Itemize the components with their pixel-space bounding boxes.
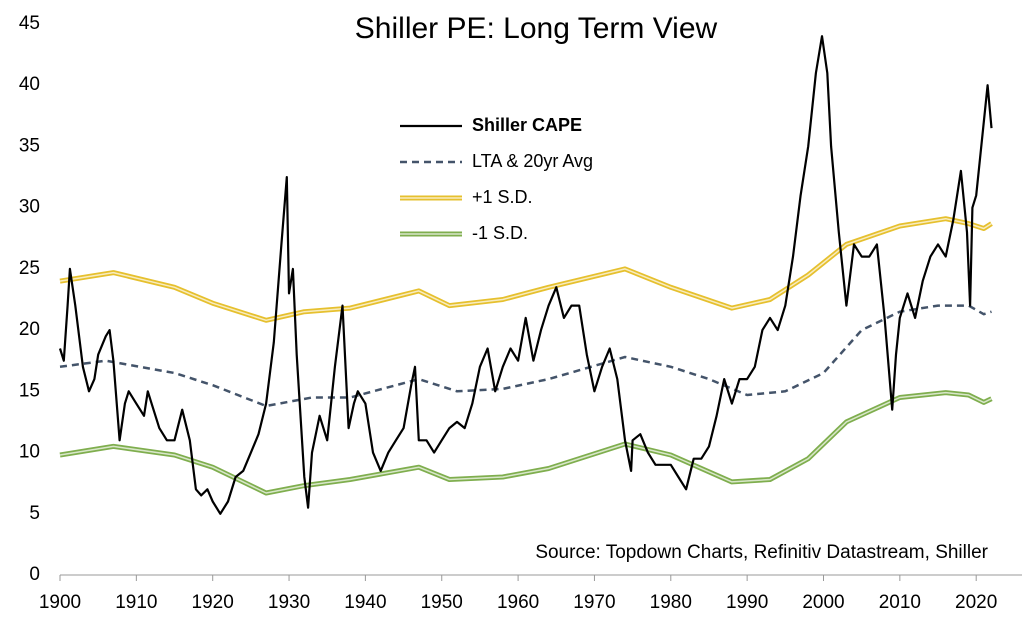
y-tick-label: 25 (19, 258, 40, 279)
y-tick-label: 35 (19, 135, 40, 156)
y-tick-label: 20 (19, 319, 40, 340)
x-tick-label: 2010 (879, 592, 921, 613)
x-tick-label: 1990 (726, 592, 768, 613)
y-tick-label: 40 (19, 74, 40, 95)
x-tick-label: 2020 (955, 592, 997, 613)
y-tick-label: 30 (19, 197, 40, 218)
legend: Shiller CAPE LTA & 20yr Avg +1 S.D. -1 S.D. (400, 115, 593, 243)
chart-title: Shiller PE: Long Term View (355, 12, 718, 45)
y-tick-label: 45 (19, 13, 40, 34)
series-line (59, 390, 993, 496)
x-tick-label: 1940 (344, 592, 386, 613)
x-tick-label: 1920 (192, 592, 234, 613)
legend-label: +1 S.D. (472, 187, 533, 207)
y-tick-label: 5 (29, 503, 40, 524)
x-tick-label: 1910 (115, 592, 157, 613)
x-tick-label: 1900 (39, 592, 81, 613)
x-tick-label: 2000 (802, 592, 844, 613)
y-tick-label: 10 (19, 442, 40, 463)
series-line-inner (59, 391, 992, 494)
x-tick-label: 1930 (268, 592, 310, 613)
source-note: Source: Topdown Charts, Refinitiv Datast… (535, 542, 988, 563)
x-tick-label: 1960 (497, 592, 539, 613)
series-line-inner (59, 217, 992, 322)
x-tick-label: 1950 (421, 592, 463, 613)
legend-label: Shiller CAPE (472, 115, 582, 135)
y-tick-label: 0 (29, 564, 40, 585)
x-tick-label: 1970 (573, 592, 615, 613)
legend-label: LTA & 20yr Avg (472, 151, 593, 171)
legend-label: -1 S.D. (472, 223, 528, 243)
y-tick-label: 15 (19, 380, 40, 401)
series-line (58, 35, 993, 515)
x-tick-label: 1980 (650, 592, 692, 613)
